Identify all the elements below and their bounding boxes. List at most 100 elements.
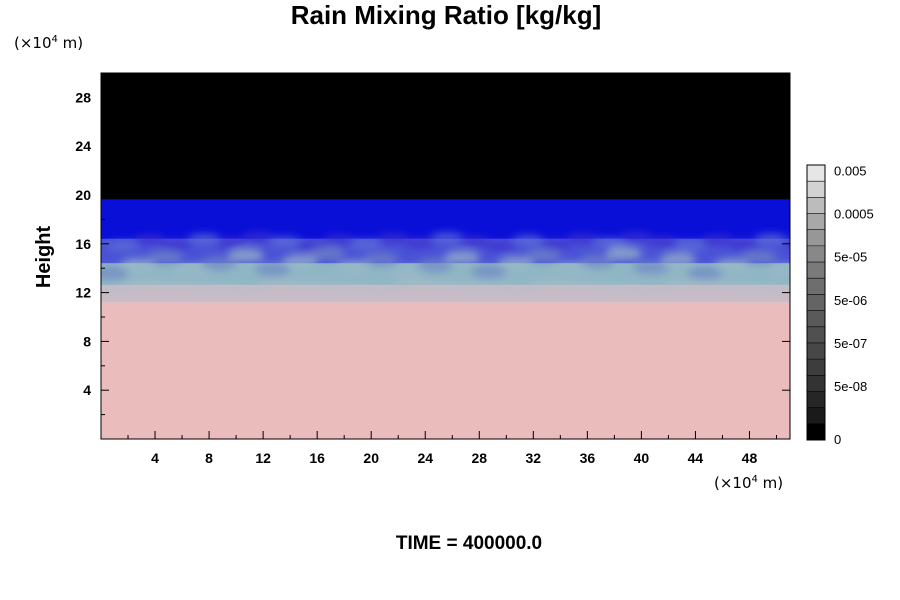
- colorbar-segment: [807, 165, 825, 182]
- texture-blob: [485, 241, 517, 252]
- texture-blob: [498, 256, 534, 271]
- x-tick-label: 44: [688, 450, 704, 466]
- texture-blob: [107, 241, 139, 252]
- texture-blob: [687, 266, 723, 281]
- colorbar-tick-label: 0: [834, 432, 841, 447]
- y-tick-label: 20: [75, 187, 91, 203]
- colorbar-segment: [807, 359, 825, 376]
- texture-blob: [120, 258, 156, 273]
- texture-blob: [323, 235, 355, 246]
- colorbar-segment: [807, 310, 825, 328]
- texture-blob: [215, 238, 247, 249]
- y-axis-unit: (×104 m): [14, 34, 83, 52]
- y-axis-ticks: 4 8 12 16 20 24 28: [75, 89, 790, 416]
- colorbar-frame: [806, 164, 826, 441]
- x-tick-label: 16: [309, 450, 325, 466]
- texture-blob: [741, 250, 777, 265]
- texture-blob: [525, 248, 561, 263]
- texture-blob: [768, 264, 790, 279]
- colorbar-segment: [807, 213, 825, 231]
- x-axis-ticks: 4 8 12 16 20 24 28 32 36 40 44 48: [127, 73, 777, 466]
- time-label: TIME = 400000.0: [396, 533, 542, 554]
- texture-blob: [390, 266, 426, 281]
- texture-blob: [417, 258, 453, 273]
- x-tick-label: 4: [151, 450, 159, 466]
- colorbar-segment: [807, 391, 825, 408]
- colorbar-segment: [807, 375, 825, 392]
- colorbar-segment: [807, 181, 825, 198]
- y-tick-label: 4: [83, 382, 91, 398]
- texture-blob: [161, 239, 193, 250]
- texture-blob: [101, 286, 137, 295]
- y-tick-label: 16: [75, 236, 91, 252]
- colorbar-tick-label: 0.0005: [834, 207, 874, 222]
- x-tick-label: 40: [634, 450, 650, 466]
- texture-blob: [255, 262, 291, 277]
- texture-blob: [147, 250, 183, 265]
- texture-blob: [134, 235, 166, 246]
- y-axis-label: Height: [33, 226, 55, 289]
- texture-blob: [660, 252, 696, 267]
- texture-blob: [674, 241, 706, 252]
- colorbar-segment: [807, 407, 825, 425]
- x-tick-label: 36: [580, 450, 596, 466]
- x-tick-label: 12: [255, 450, 271, 466]
- texture-blob: [593, 238, 625, 249]
- colorbar-segment: [807, 278, 825, 295]
- y-tick-label: 12: [75, 285, 91, 301]
- texture-blob: [174, 264, 210, 279]
- plot-frame: [100, 72, 791, 440]
- texture-blob: [637, 286, 677, 295]
- texture-blob: [772, 286, 790, 295]
- texture-blob: [701, 235, 733, 246]
- field-texture: [101, 232, 790, 295]
- field-band-4: [101, 199, 790, 239]
- texture-blob: [647, 236, 679, 247]
- x-tick-label: 32: [526, 450, 542, 466]
- texture-blob: [458, 236, 490, 247]
- texture-blob: [232, 286, 272, 295]
- colorbar-tick-label: 5e-06: [834, 293, 867, 308]
- field-band-5: [101, 73, 790, 200]
- texture-blob: [579, 254, 615, 269]
- colorbar-segment: [807, 294, 825, 311]
- colorbar-segment: [807, 229, 825, 247]
- texture-blob: [350, 239, 382, 250]
- texture-blob: [606, 246, 642, 261]
- texture-blob: [539, 239, 571, 250]
- texture-blob: [188, 233, 220, 244]
- texture-blob: [309, 246, 345, 261]
- x-tick-label: 8: [205, 450, 213, 466]
- texture-blob: [228, 248, 264, 263]
- y-tick-label: 24: [75, 138, 91, 154]
- colorbar: 0 5e-08 5e-07 5e-06 5e-05 0.0005 0.005: [806, 163, 874, 447]
- texture-blob: [201, 256, 237, 271]
- texture-blob: [336, 260, 372, 275]
- colorbar-tick-label: 0.005: [834, 163, 867, 178]
- texture-blob: [633, 260, 669, 275]
- x-tick-label: 24: [417, 450, 433, 466]
- heatmap-field: [101, 73, 790, 439]
- texture-blob: [404, 238, 436, 249]
- texture-blob: [471, 264, 507, 279]
- x-tick-label: 28: [471, 450, 487, 466]
- texture-blob: [242, 232, 274, 243]
- plot-area: [100, 72, 791, 440]
- texture-blob: [377, 233, 409, 244]
- colorbar-segment: [807, 423, 825, 441]
- texture-blob: [714, 258, 750, 273]
- colorbar-segment: [807, 342, 825, 360]
- y-tick-label: 8: [83, 333, 91, 349]
- chart-title: Rain Mixing Ratio [kg/kg]: [291, 0, 602, 30]
- colorbar-tick-label: 5e-05: [834, 250, 867, 265]
- texture-blob: [431, 232, 463, 243]
- colorbar-tick-label: 5e-07: [834, 336, 867, 351]
- colorbar-segment: [807, 245, 825, 263]
- texture-blob: [512, 235, 544, 246]
- texture-blob: [728, 239, 760, 250]
- colorbar-segment: [807, 262, 825, 279]
- texture-blob: [367, 286, 407, 295]
- field-band-0: [101, 302, 790, 439]
- texture-blob: [566, 233, 598, 244]
